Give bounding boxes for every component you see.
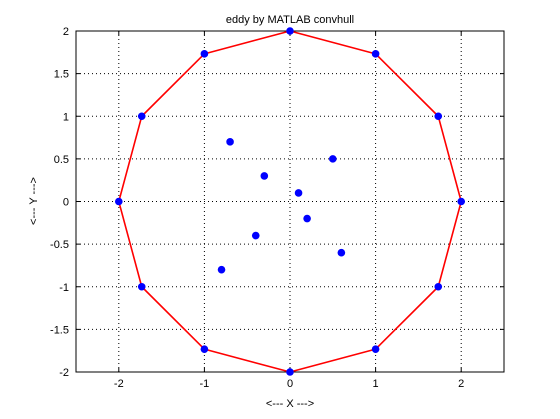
chart-title: eddy by MATLAB convhull: [226, 14, 354, 26]
data-point: [226, 138, 234, 146]
y-axis-label: <--- Y --->: [28, 177, 40, 225]
x-tick-label: -1: [200, 378, 210, 390]
x-tick-label: 0: [287, 378, 293, 390]
data-point: [434, 112, 443, 121]
x-axis-label: <--- X --->: [266, 398, 314, 410]
y-tick-label: 0.5: [54, 154, 69, 166]
data-point: [260, 172, 269, 180]
y-tick-label: 2: [63, 26, 69, 38]
data-point: [371, 50, 380, 58]
y-tick-label: 1.5: [54, 69, 69, 81]
y-tick-label: -0.5: [50, 239, 69, 251]
y-tick-label: 0: [63, 197, 69, 209]
y-tick-label: -1: [59, 282, 69, 294]
data-point: [115, 197, 123, 206]
data-point: [434, 282, 443, 291]
data-point: [303, 214, 311, 223]
data-point: [371, 345, 380, 353]
data-point: [286, 368, 294, 376]
data-point: [200, 50, 209, 58]
data-point: [200, 345, 209, 353]
x-tick-label: -2: [114, 378, 124, 390]
y-tick-label: -1.5: [50, 324, 69, 336]
y-tick-label: 1: [63, 111, 69, 123]
data-point: [337, 248, 346, 257]
points-series: [115, 27, 466, 376]
data-point: [286, 27, 294, 35]
x-tick-label: 1: [373, 378, 379, 390]
data-point: [329, 155, 337, 163]
data-point: [217, 265, 226, 274]
ticks: -2 -1 0 1 2 -2 -1.5 -1 -0.5 0 0.5 1 1.5 2: [50, 26, 504, 390]
data-point: [294, 189, 303, 197]
data-point: [137, 282, 146, 291]
y-tick-label: -2: [59, 367, 69, 379]
x-tick-label: 2: [458, 378, 464, 390]
data-point: [137, 112, 146, 121]
data-point: [251, 231, 260, 240]
data-point: [457, 197, 466, 206]
